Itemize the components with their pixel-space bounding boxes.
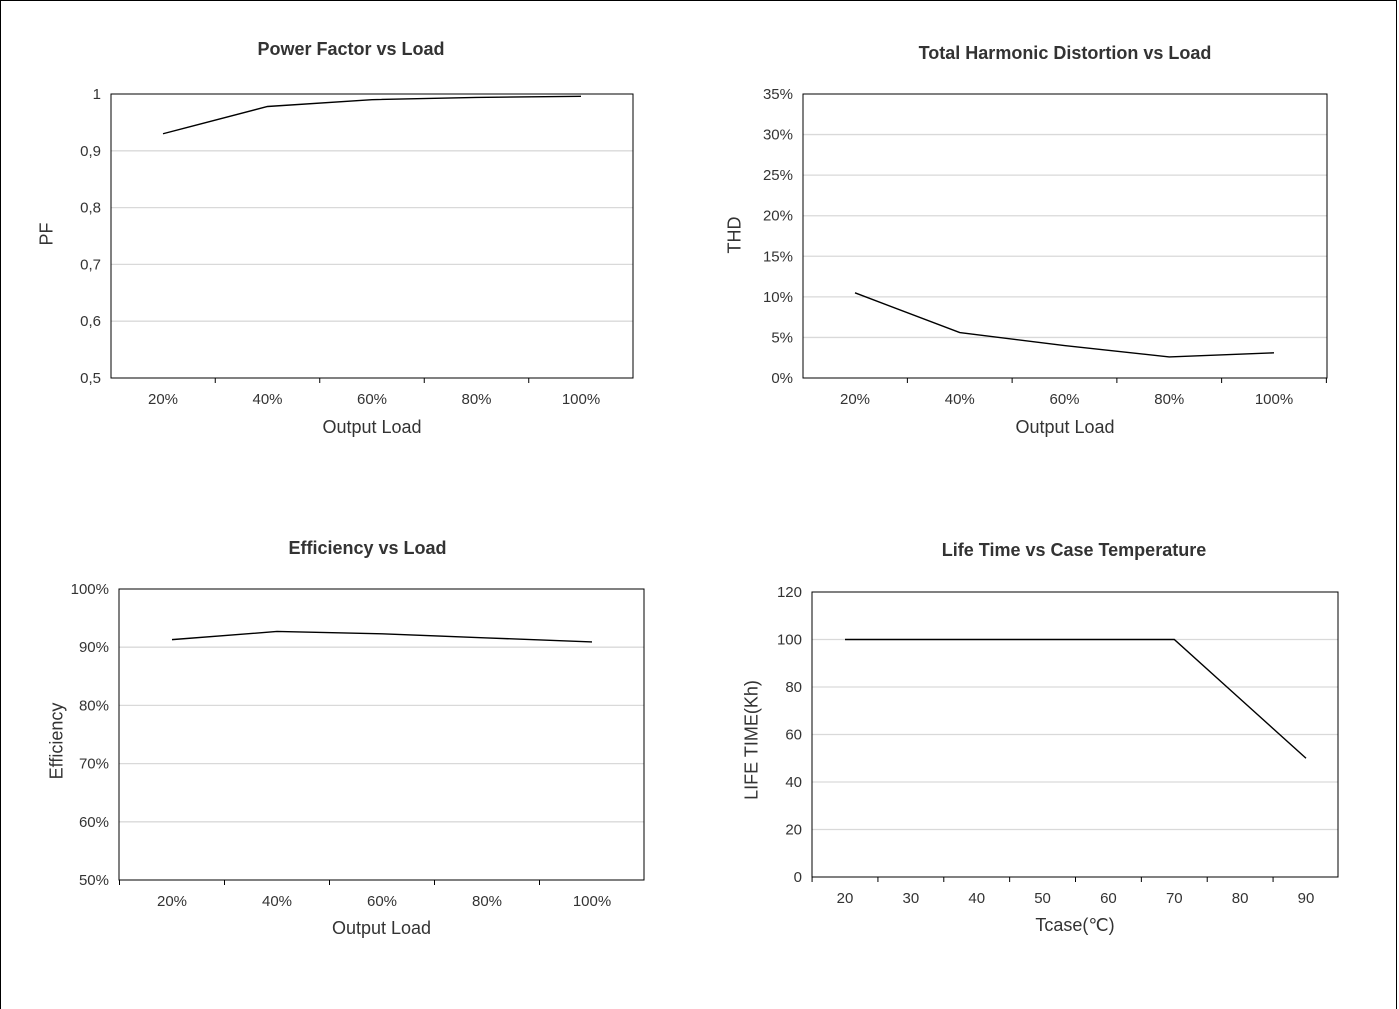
pf-x-tick-label: 80% [461, 391, 491, 408]
thd-y-tick-label: 35% [763, 86, 793, 103]
thd-plot-area [802, 93, 1328, 379]
efficiency-y-tick-label: 60% [79, 814, 109, 831]
lifetime-x-tick-label: 50 [1034, 890, 1051, 907]
pf-y-tick-label: 0,8 [80, 200, 101, 217]
pf-x-tick-label: 40% [252, 391, 282, 408]
efficiency-x-axis-title: Output Load [331, 918, 432, 938]
lifetime-chart-title: Life Time vs Case Temperature [941, 540, 1207, 560]
lifetime-x-tick-label: 40 [968, 890, 985, 907]
thd-y-tick-label: 25% [763, 167, 793, 184]
efficiency-chart-title: Efficiency vs Load [288, 538, 447, 558]
pf-chart-title: Power Factor vs Load [257, 39, 445, 59]
efficiency-y-tick-label: 90% [79, 639, 109, 656]
pf-plot: 0,5 0,6 0,7 0,8 0,9 1 20% 40% 60% 80% 100% [80, 86, 634, 408]
lifetime-y-tick-label: 0 [794, 869, 802, 886]
pf-series-line [162, 95, 582, 135]
thd-plot: 0% 5% 10% 15% 20% 25% 30% 35% 20% 40% 60% 80% 100% [763, 86, 1328, 408]
thd-y-tick-label: 30% [763, 127, 793, 144]
thd-y-tick-label: 20% [763, 208, 793, 225]
pf-plot-area [110, 93, 634, 379]
lifetime-y-tick-label: 60 [785, 727, 802, 744]
thd-x-tick-label: 80% [1154, 391, 1184, 408]
efficiency-plot: 50% 60% 70% 80% 90% 100% 20% 40% 60% 80% 100% [71, 581, 645, 910]
pf-y-tick-label: 1 [93, 86, 101, 103]
lifetime-x-tick-label: 70 [1166, 890, 1183, 907]
efficiency-x-tick-label: 80% [472, 893, 502, 910]
lifetime-y-tick-label: 80 [785, 679, 802, 696]
thd-x-tick-label: 20% [840, 391, 870, 408]
pf-x-tick-label: 60% [357, 391, 387, 408]
lifetime-y-tick-label: 40 [785, 774, 802, 791]
thd-y-tick-label: 0% [771, 370, 793, 387]
efficiency-y-tick-label: 50% [79, 872, 109, 889]
thd-y-tick-label: 5% [771, 329, 793, 346]
efficiency-y-tick-label: 80% [79, 697, 109, 714]
efficiency-plot-area [118, 588, 645, 881]
thd-x-tick-label: 100% [1255, 391, 1293, 408]
lifetime-x-tick-label: 60 [1100, 890, 1117, 907]
thd-series-line [854, 292, 1275, 358]
pf-x-axis-title: Output Load [322, 417, 422, 437]
lifetime-y-axis-title: LIFE TIME(Kh) [741, 680, 762, 800]
pf-x-tick-label: 100% [562, 391, 600, 408]
efficiency-x-tick-label: 60% [367, 893, 397, 910]
efficiency-y-tick-label: 100% [71, 581, 109, 598]
lifetime-x-tick-label: 30 [903, 890, 920, 907]
lifetime-x-axis-title: Tcase(℃) [1035, 915, 1115, 935]
lifetime-y-tick-label: 120 [777, 584, 802, 601]
efficiency-y-tick-label: 70% [79, 756, 109, 773]
efficiency-x-tick-label: 40% [262, 893, 292, 910]
pf-x-tick-label: 20% [148, 391, 178, 408]
thd-x-tick-label: 40% [945, 391, 975, 408]
lifetime-series-line [845, 638, 1307, 759]
thd-y-tick-label: 10% [763, 289, 793, 306]
thd-x-tick-label: 60% [1049, 391, 1079, 408]
lifetime-x-tick-label: 20 [837, 890, 854, 907]
thd-x-axis-title: Output Load [1015, 417, 1115, 437]
lifetime-x-tick-label: 90 [1298, 890, 1315, 907]
pf-y-tick-label: 0,5 [80, 370, 101, 387]
lifetime-y-tick-label: 100 [777, 632, 802, 649]
lifetime-x-tick-label: 80 [1232, 890, 1249, 907]
efficiency-series-line [171, 630, 593, 643]
lifetime-y-tick-label: 20 [785, 822, 802, 839]
thd-chart-title: Total Harmonic Distortion vs Load [918, 43, 1212, 63]
pf-y-tick-label: 0,9 [80, 143, 101, 160]
thd-y-tick-label: 15% [763, 248, 793, 265]
pf-y-tick-label: 0,7 [80, 256, 101, 273]
efficiency-x-tick-label: 20% [157, 893, 187, 910]
pf-y-tick-label: 0,6 [80, 313, 101, 330]
efficiency-x-tick-label: 100% [573, 893, 611, 910]
